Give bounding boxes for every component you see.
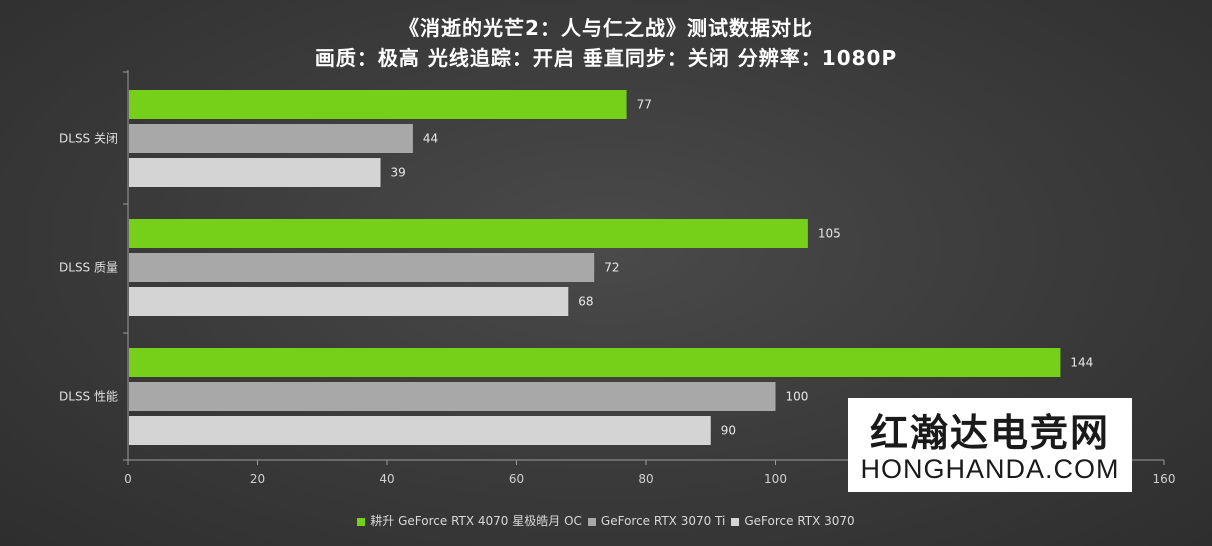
bar-value-label: 72	[604, 261, 619, 275]
bar	[129, 416, 711, 445]
bar	[129, 287, 569, 316]
legend-label: 耕升 GeForce RTX 4070 星极皓月 OC	[370, 514, 582, 528]
legend-label: GeForce RTX 3070 Ti	[600, 514, 726, 528]
x-tick-label: 100	[764, 472, 787, 486]
watermark-text-en: HONGHANDA.COM	[860, 454, 1120, 484]
bar	[129, 90, 627, 119]
bar-value-label: 100	[786, 390, 809, 404]
bar	[129, 382, 776, 411]
x-tick-label: 80	[638, 472, 653, 486]
chart-subtitle: 画质：极高 光线追踪：开启 垂直同步：关闭 分辨率：1080P	[314, 46, 898, 70]
category-label: DLSS 质量	[59, 261, 118, 275]
bar	[129, 219, 808, 248]
legend-swatch	[357, 517, 366, 526]
legend-item: GeForce RTX 3070 Ti	[587, 514, 726, 528]
x-tick-label: 160	[1153, 472, 1176, 486]
x-tick-label: 60	[509, 472, 524, 486]
watermark: 红瀚达电竞网 HONGHANDA.COM	[848, 398, 1132, 492]
watermark-text-cn: 红瀚达电竞网	[869, 410, 1110, 455]
legend-swatch	[731, 517, 740, 526]
bar	[129, 124, 413, 153]
bar	[129, 158, 381, 187]
category-label: DLSS 性能	[59, 390, 118, 404]
chart-title: 《消逝的光芒2：人与仁之战》测试数据对比	[399, 16, 813, 40]
bar-value-label: 90	[721, 424, 736, 438]
legend-swatch	[587, 517, 596, 526]
x-tick-label: 0	[124, 472, 132, 486]
x-tick-label: 20	[250, 472, 265, 486]
bar	[129, 348, 1061, 377]
bar-value-label: 105	[818, 227, 841, 241]
bar-value-label: 144	[1070, 356, 1093, 370]
bar	[129, 253, 595, 282]
legend-label: GeForce RTX 3070	[744, 514, 855, 528]
bar-value-label: 77	[637, 98, 652, 112]
x-tick-label: 40	[379, 472, 394, 486]
bar-value-label: 68	[578, 295, 593, 309]
legend-item: 耕升 GeForce RTX 4070 星极皓月 OC	[357, 512, 582, 529]
category-label: DLSS 关闭	[59, 132, 118, 146]
bar-value-label: 44	[423, 132, 438, 146]
legend-item: GeForce RTX 3070	[731, 514, 855, 528]
bar-value-label: 39	[391, 166, 406, 180]
chart-legend: 耕升 GeForce RTX 4070 星极皓月 OC GeForce RTX 3…	[0, 512, 1212, 529]
